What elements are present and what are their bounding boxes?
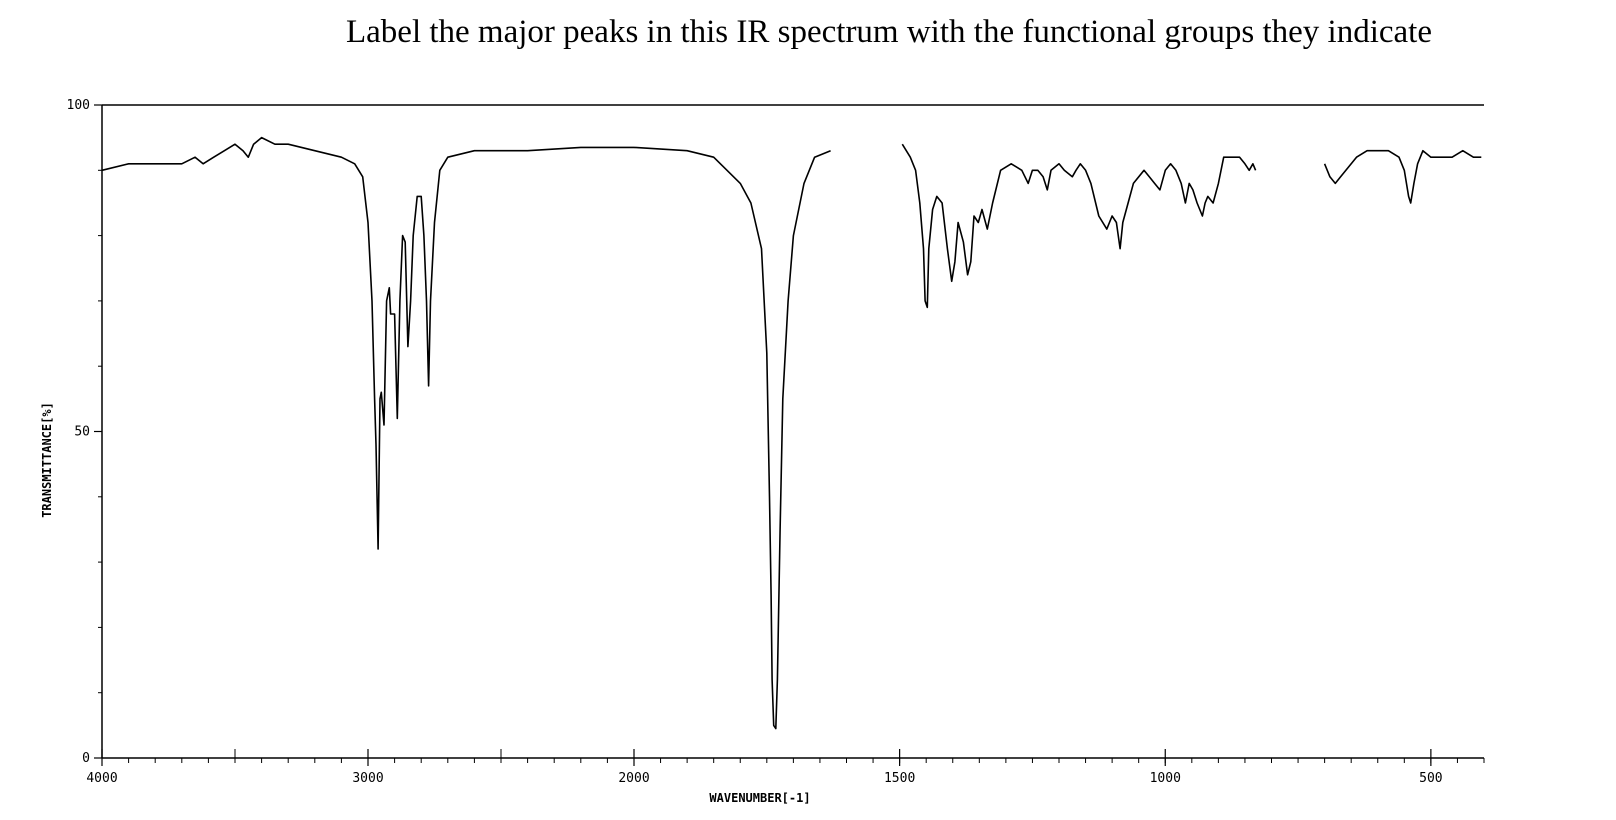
y-axis-title: TRANSMITTANCE[%] [40,402,54,518]
x-tick-label: 500 [1419,771,1442,786]
y-tick-label: 0 [82,751,90,766]
x-tick-label: 1000 [1150,771,1181,786]
spectrum-line [101,136,1482,730]
plot-area [101,136,1482,730]
tick-marks [94,104,1485,766]
x-tick-label: 4000 [86,771,117,786]
x-tick-label: 3000 [352,771,383,786]
question-text: Label the major peaks in this IR spectru… [346,14,1432,50]
y-tick-label: 100 [67,98,90,113]
x-axis-title: WAVENUMBER[-1] [709,791,810,805]
axes [101,104,1484,759]
y-tick-label: 50 [74,425,90,440]
x-tick-label: 1500 [884,771,915,786]
x-tick-label: 2000 [618,771,649,786]
tick-labels: 4000 3000 2000 1500 1000 500 0 50 100 [67,98,1443,786]
